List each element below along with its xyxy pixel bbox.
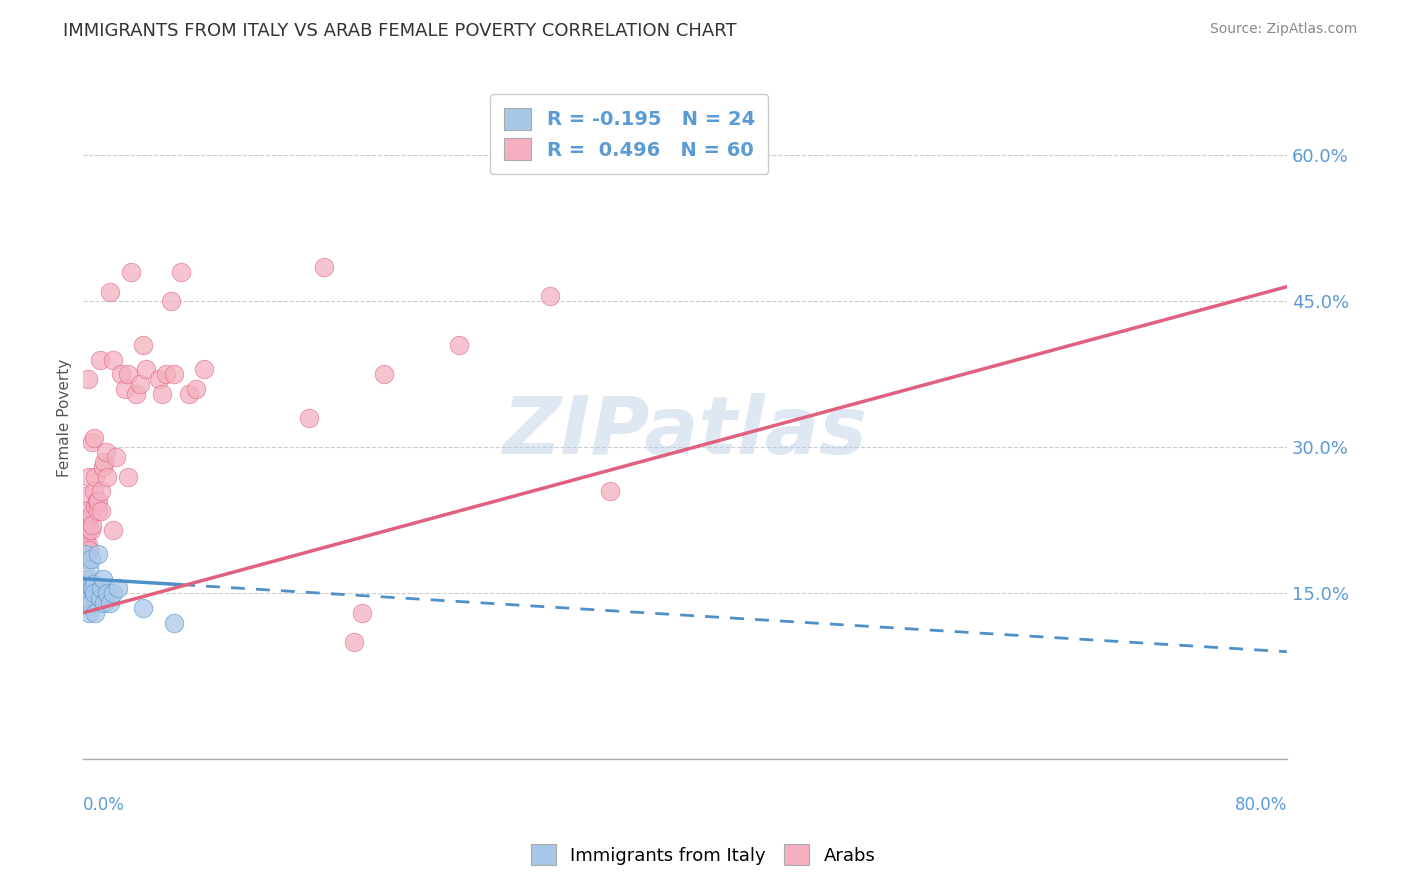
Point (150, 386, 173, 401)
Point (75, 533, 97, 547)
Point (91, 459, 114, 474)
Point (312, 260, 335, 275)
Point (132, 338, 155, 352)
Point (96, 586, 118, 600)
Point (80, 596, 103, 610)
Point (89, 352, 111, 367)
Point (86, 493, 108, 508)
Point (87, 493, 110, 508)
Point (155, 368, 177, 382)
Point (148, 372, 170, 386)
Point (90, 582, 112, 596)
Point (83, 484, 105, 499)
Point (80, 523, 103, 537)
Point (449, 338, 471, 352)
Point (79, 523, 101, 537)
Point (105, 450, 128, 464)
Point (162, 368, 184, 382)
Point (132, 601, 155, 615)
Text: 80.0%: 80.0% (1234, 797, 1286, 814)
Point (87, 548, 110, 562)
Point (599, 484, 621, 499)
Point (343, 635, 366, 649)
Point (82, 435, 104, 450)
Point (84, 606, 107, 620)
Point (75, 503, 97, 517)
Point (107, 582, 129, 596)
Point (79, 469, 101, 483)
Point (120, 265, 142, 279)
Point (98, 285, 121, 299)
Legend: R = -0.195   N = 24, R =  0.496   N = 60: R = -0.195 N = 24, R = 0.496 N = 60 (491, 94, 769, 174)
Point (73, 518, 96, 533)
Point (114, 382, 136, 396)
Point (91, 572, 114, 586)
Point (350, 606, 373, 620)
Point (193, 362, 215, 376)
Point (184, 382, 207, 396)
Point (83, 586, 105, 600)
Point (98, 596, 121, 610)
Point (90, 503, 112, 517)
Point (73, 489, 96, 503)
Point (73, 548, 96, 562)
Point (93, 596, 115, 610)
Text: ZIPatlas: ZIPatlas (502, 392, 868, 471)
Text: 0.0%: 0.0% (83, 797, 125, 814)
Point (76, 513, 98, 527)
Point (84, 469, 107, 483)
Point (76, 538, 98, 552)
Point (84, 499, 107, 513)
Point (170, 265, 193, 279)
Point (159, 294, 181, 309)
Point (177, 386, 200, 401)
Point (125, 386, 148, 401)
Text: IMMIGRANTS FROM ITALY VS ARAB FEMALE POVERTY CORRELATION CHART: IMMIGRANTS FROM ITALY VS ARAB FEMALE POV… (63, 22, 737, 40)
Y-axis label: Female Poverty: Female Poverty (58, 359, 72, 477)
Point (93, 455, 115, 469)
Legend: Immigrants from Italy, Arabs: Immigrants from Italy, Arabs (523, 837, 883, 872)
Point (82, 582, 104, 596)
Point (135, 362, 157, 376)
Point (82, 518, 104, 533)
Point (75, 552, 97, 566)
Point (87, 503, 110, 517)
Point (83, 576, 105, 591)
Point (76, 582, 98, 596)
Point (103, 352, 125, 367)
Point (162, 615, 184, 630)
Point (83, 431, 105, 445)
Point (76, 572, 98, 586)
Point (76, 372, 98, 386)
Point (75, 591, 97, 606)
Point (90, 484, 112, 499)
Point (103, 523, 125, 537)
Point (79, 562, 101, 576)
Text: Source: ZipAtlas.com: Source: ZipAtlas.com (1209, 22, 1357, 37)
Point (110, 368, 132, 382)
Point (80, 552, 103, 566)
Point (117, 368, 139, 382)
Point (103, 586, 125, 600)
Point (298, 411, 321, 425)
Point (79, 606, 101, 620)
Point (94, 445, 117, 459)
Point (89, 591, 111, 606)
Point (538, 289, 561, 303)
Point (79, 542, 101, 557)
Point (82, 582, 104, 596)
Point (96, 469, 118, 483)
Point (73, 542, 96, 557)
Point (373, 368, 395, 382)
Point (117, 469, 139, 483)
Point (129, 377, 152, 392)
Point (80, 508, 103, 523)
